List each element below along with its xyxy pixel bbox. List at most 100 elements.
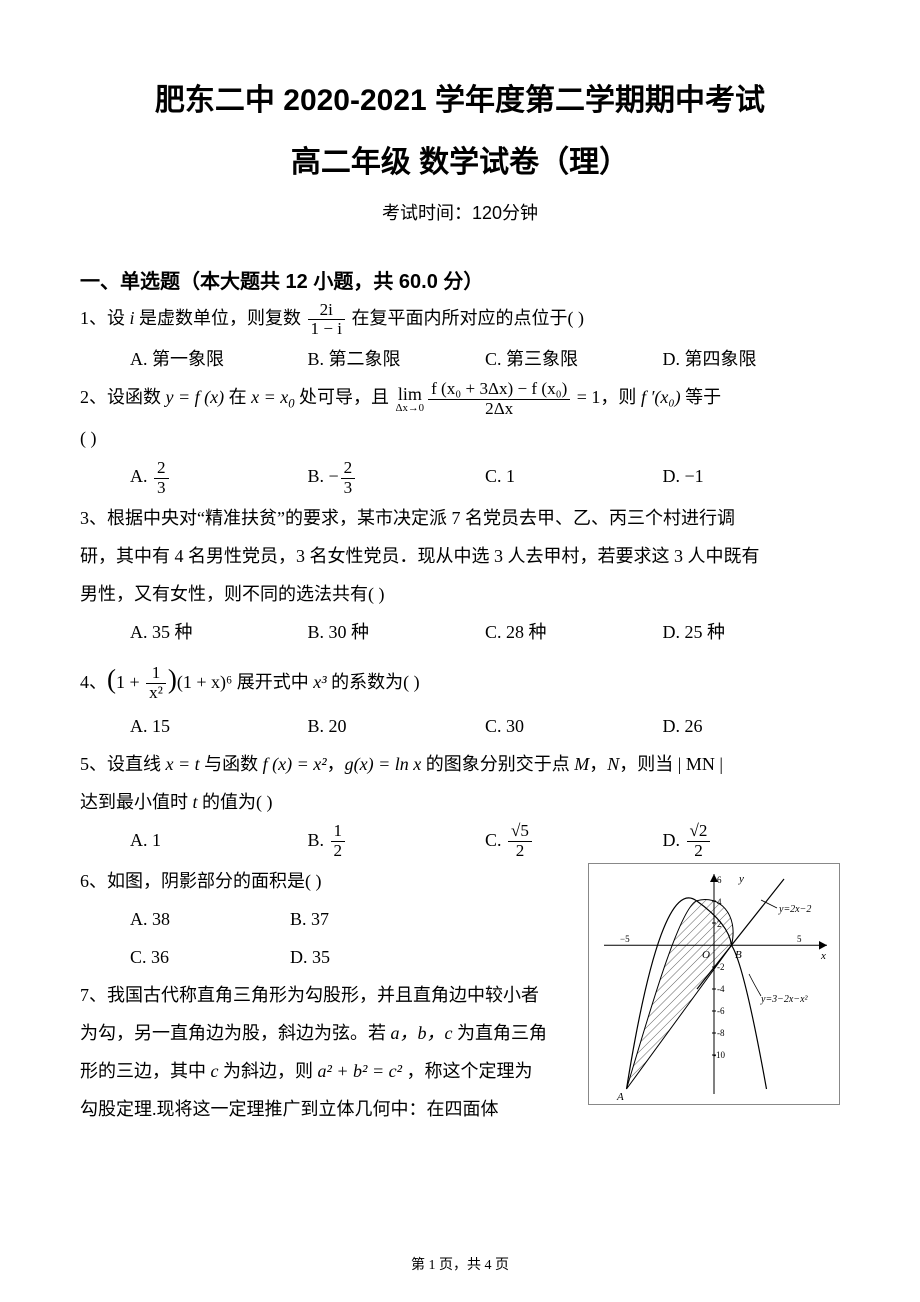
title-grade-subject: 高二年级 数学试卷（理） bbox=[80, 137, 840, 181]
q5-comma: ， bbox=[327, 754, 345, 774]
ytick-2: 2 bbox=[717, 919, 722, 929]
q2-fprime: f ′(x₀) bbox=[641, 387, 681, 407]
x-label: x bbox=[820, 950, 826, 962]
q2-paren: ( ) bbox=[80, 420, 840, 456]
q6-opt-c: C. 36 bbox=[130, 939, 290, 975]
q1-frac-num: 2i bbox=[308, 301, 345, 321]
q2-fraction: f (x₀ + 3Δx) − f (x₀)2Δx bbox=[428, 380, 570, 419]
q4-opt-d: D. 26 bbox=[663, 708, 841, 744]
q3-options: A. 35 种 B. 30 种 C. 28 种 D. 25 种 bbox=[80, 614, 840, 650]
question-1: 1、设 i 是虚数单位，则复数 2i1 − i 在复平面内所对应的点位于( ) bbox=[80, 300, 840, 339]
q5-options: A. 1 B. 12 C. √52 D. √22 bbox=[80, 822, 840, 861]
q5-opt-a: A. 1 bbox=[130, 822, 308, 861]
q1-text-a: 1、设 bbox=[80, 308, 130, 328]
q4-binom: (1 + x)⁶ bbox=[177, 672, 232, 692]
q5-opt-c-den: 2 bbox=[508, 842, 532, 861]
q4-one-plus: 1 + bbox=[116, 672, 144, 692]
q5-text-b: 与函数 bbox=[200, 754, 263, 774]
q7-line3b: 为斜边，则 bbox=[219, 1061, 318, 1081]
q2-text-b: 在 bbox=[224, 387, 251, 407]
q2-opt-a-frac: 23 bbox=[154, 459, 169, 498]
q5-text-d: ，则当 bbox=[619, 754, 678, 774]
parabola-label-pointer bbox=[749, 974, 761, 996]
question-2: 2、设函数 y = f (x) 在 x = x0 处可导，且 limΔx→0f … bbox=[80, 379, 840, 418]
q5-line2b: 的值为( ) bbox=[198, 792, 273, 812]
q5-opt-b-den: 2 bbox=[331, 842, 346, 861]
q4-lparen: ( bbox=[107, 664, 116, 694]
exam-time: 考试时间：120分钟 bbox=[80, 199, 840, 225]
q1-opt-b: B. 第二象限 bbox=[308, 341, 486, 377]
q6-opt-d: D. 35 bbox=[290, 939, 450, 975]
q5-opt-c-label: C. bbox=[485, 830, 506, 850]
q7-abc: a，b，c bbox=[391, 1023, 453, 1043]
q2-opt-a-den: 3 bbox=[154, 479, 169, 498]
q5-line2a: 达到最小值时 bbox=[80, 792, 193, 812]
q5-comma2: ， bbox=[589, 754, 607, 774]
q3-line2: 研，其中有 4 名男性党员，3 名女性党员．现从中选 3 人去甲村，若要求这 3… bbox=[80, 538, 840, 574]
q6-opt-b: B. 37 bbox=[290, 901, 450, 937]
section-1-title: 一、单选题（本大题共 12 小题，共 60.0 分） bbox=[80, 265, 840, 294]
q2-text-e: 等于 bbox=[681, 387, 722, 407]
q2-frac-den: 2Δx bbox=[428, 400, 570, 419]
ytick--6: -6 bbox=[717, 1006, 725, 1016]
x-axis-arrow bbox=[819, 941, 827, 950]
q2-opt-a-label: A. bbox=[130, 466, 152, 486]
q2-text-d: = 1，则 bbox=[572, 387, 641, 407]
q2-lim-top: lim bbox=[396, 385, 425, 403]
q3-opt-d: D. 25 种 bbox=[663, 614, 841, 650]
graph-svg: 6 4 2 -2 -4 -6 -8 -10 bbox=[589, 864, 839, 1104]
q5-opt-b-frac: 12 bbox=[331, 822, 346, 861]
q4-frac: 1x² bbox=[146, 664, 166, 703]
ytick--8: -8 bbox=[717, 1028, 725, 1038]
q2-eq1: y = f (x) bbox=[166, 387, 225, 407]
ytick-4: 4 bbox=[717, 897, 722, 907]
q1-opt-c: C. 第三象限 bbox=[485, 341, 663, 377]
q1-opt-d: D. 第四象限 bbox=[663, 341, 841, 377]
q3-line1: 3、根据中央对“精准扶贫”的要求，某市决定派 7 名党员去甲、乙、丙三个村进行调 bbox=[80, 500, 840, 536]
q5-eq1: x = t bbox=[166, 754, 200, 774]
q4-text-c: 的系数为( ) bbox=[327, 672, 420, 692]
q4-frac-num: 1 bbox=[146, 664, 166, 684]
q2-text-c: 处可导，且 bbox=[295, 387, 394, 407]
q3-line3: 男性，又有女性，则不同的选法共有( ) bbox=[80, 576, 840, 612]
q5-opt-d-label: D. bbox=[663, 830, 685, 850]
q2-options: A. 23 B. −23 C. 1 D. −1 bbox=[80, 458, 840, 497]
q5-opt-c-frac: √52 bbox=[508, 822, 532, 861]
ytick--4: -4 bbox=[717, 984, 725, 994]
line-eq-label: y=2x−2 bbox=[778, 904, 811, 915]
graph-figure: 6 4 2 -2 -4 -6 -8 -10 bbox=[588, 863, 840, 1105]
xtick-5: 5 bbox=[797, 934, 802, 944]
O-label: O bbox=[702, 949, 710, 961]
q5-eq3: g(x) = ln x bbox=[345, 754, 422, 774]
q4-text-a: 4、 bbox=[80, 672, 107, 692]
q1-text-b: 是虚数单位，则复数 bbox=[135, 308, 306, 328]
title-school-year: 肥东二中 2020-2021 学年度第二学期期中考试 bbox=[80, 75, 840, 119]
page-number: 第 1 页，共 4 页 bbox=[0, 1254, 920, 1274]
q4-opt-c: C. 30 bbox=[485, 708, 663, 744]
q2-opt-b-label: B. bbox=[308, 466, 329, 486]
q2-opt-b-den: 3 bbox=[341, 479, 356, 498]
q4-options: A. 15 B. 20 C. 30 D. 26 bbox=[80, 708, 840, 744]
ytick--2: -2 bbox=[717, 962, 725, 972]
q1-options: A. 第一象限 B. 第二象限 C. 第三象限 D. 第四象限 bbox=[80, 341, 840, 377]
q5-M: M bbox=[574, 754, 589, 774]
q1-frac-den: 1 − i bbox=[308, 320, 345, 339]
q2-opt-d: D. −1 bbox=[663, 458, 841, 497]
q5-eq2: f (x) = x² bbox=[263, 754, 327, 774]
q5-opt-b-label: B. bbox=[308, 830, 329, 850]
q1-text-c: 在复平面内所对应的点位于( ) bbox=[347, 308, 584, 328]
q2-text-a: 2、设函数 bbox=[80, 387, 166, 407]
q5-opt-b: B. 12 bbox=[308, 822, 486, 861]
q3-opt-a: A. 35 种 bbox=[130, 614, 308, 650]
q5-opt-d-frac: √22 bbox=[687, 822, 711, 861]
q5-opt-d-den: 2 bbox=[687, 842, 711, 861]
q7-line2a: 为勾，另一直角边为股，斜边为弦。若 bbox=[80, 1023, 391, 1043]
q2-opt-b-num: 2 bbox=[341, 459, 356, 479]
ytick-6: 6 bbox=[717, 875, 722, 885]
xtick-neg5: −5 bbox=[620, 934, 630, 944]
q7-eq: a² + b² = c² bbox=[318, 1061, 402, 1081]
q5-opt-b-num: 1 bbox=[331, 822, 346, 842]
q5-opt-d-num: √2 bbox=[687, 822, 711, 842]
q3-opt-c: C. 28 种 bbox=[485, 614, 663, 650]
q5-N: N bbox=[607, 754, 619, 774]
